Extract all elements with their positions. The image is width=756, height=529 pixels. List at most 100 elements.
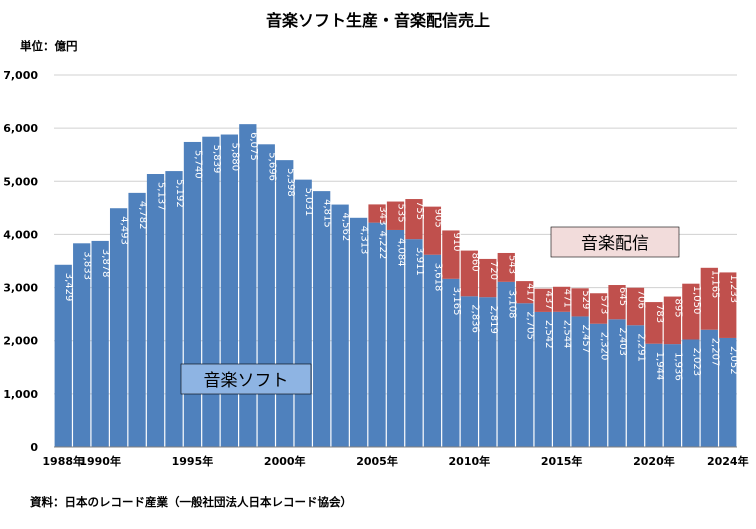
value-label-digital: 543 (506, 255, 517, 274)
value-label-soft: 2,291 (635, 333, 646, 362)
value-label-soft: 4,084 (396, 238, 407, 267)
bar-soft (608, 319, 626, 447)
value-label-soft: 3,911 (414, 247, 425, 276)
value-label-digital: 573 (599, 295, 610, 314)
value-label-digital: 471 (562, 289, 573, 308)
value-label-soft: 4,493 (119, 216, 130, 245)
bar-soft (553, 311, 571, 447)
bar-digital (497, 252, 515, 282)
value-label-soft: 2,544 (562, 320, 573, 349)
value-label-soft: 3,833 (82, 251, 93, 280)
source-note: 資料：日本のレコード産業（一般社団法人日本レコード協会） (30, 495, 352, 509)
value-label-soft: 4,562 (340, 213, 351, 242)
value-label-soft: 4,815 (322, 199, 333, 228)
value-label-digital: 720 (488, 261, 499, 280)
y-axis-ticks: 0 1,000 2,000 3,000 4,000 5,000 6,000 7,000 (3, 69, 38, 454)
value-label-soft: 2,320 (599, 332, 610, 361)
bar-digital (719, 272, 737, 338)
value-label-digital: 910 (451, 232, 462, 251)
bar-soft (479, 297, 497, 447)
bar-soft (146, 174, 165, 448)
value-label-soft: 1,936 (672, 352, 683, 381)
bar-soft (682, 339, 700, 447)
value-label-digital: 1,050 (691, 286, 702, 315)
bar-digital (608, 285, 626, 320)
bar-soft (313, 191, 331, 447)
bar-digital (460, 250, 478, 297)
value-label-soft: 5,031 (303, 188, 314, 217)
value-label-soft: 5,398 (285, 168, 296, 197)
y-tick-label: 1,000 (3, 388, 38, 401)
x-tick-label: 2020年 (633, 454, 675, 468)
bar-soft (276, 160, 294, 447)
bar-digital (663, 296, 682, 345)
value-label-soft: 2,819 (488, 305, 499, 334)
bar-digital (571, 288, 589, 317)
value-label-digital: 905 (432, 209, 443, 228)
value-label-soft: 2,836 (469, 304, 480, 333)
bar-soft (386, 229, 405, 447)
bar-soft (423, 254, 442, 447)
series-label-soft-text: 音楽ソフト (204, 371, 289, 391)
bar-soft (663, 344, 682, 447)
bar-value-labels: 3,429 3,833 3,878 4,493 4,782 5,137 5,192 5,740… (63, 132, 739, 381)
bar-soft (626, 325, 645, 447)
value-label-soft: 5,839 (211, 145, 222, 174)
bar-soft (128, 192, 146, 447)
value-label-soft: 3,429 (63, 273, 74, 302)
bar-soft (460, 296, 478, 447)
value-label-soft: 4,782 (137, 201, 148, 230)
value-label-soft: 2,457 (580, 324, 591, 353)
x-tick-label: 1995年 (172, 454, 214, 468)
value-label-soft: 3,618 (432, 263, 443, 292)
bar-soft (165, 171, 183, 448)
value-label-digital: 529 (580, 290, 591, 309)
value-label-digital: 437 (543, 291, 554, 310)
bar-soft (589, 323, 608, 447)
value-label-digital: 535 (396, 204, 407, 223)
value-label-soft: 2,542 (543, 320, 554, 349)
value-label-soft: 4,313 (359, 226, 370, 255)
bar-soft (109, 208, 128, 447)
value-label-digital: 417 (525, 283, 536, 302)
value-label-digital: 783 (654, 304, 665, 323)
bar-soft (349, 217, 368, 447)
series-label-digital: 音楽配信 (550, 226, 680, 258)
value-label-soft: 6,075 (248, 132, 259, 161)
y-tick-label: 3,000 (3, 282, 38, 295)
bar-soft (719, 337, 737, 447)
chart-title: 音楽ソフト生産・音楽配信売上 (266, 11, 490, 30)
value-label-digital: 343 (377, 206, 388, 225)
y-tick-label: 7,000 (3, 69, 38, 82)
y-tick-label: 4,000 (3, 228, 38, 241)
bar-soft (497, 281, 515, 447)
y-tick-label: 0 (30, 441, 38, 454)
value-label-soft: 5,740 (192, 150, 203, 179)
value-label-digital: 755 (414, 201, 425, 220)
bars (54, 124, 737, 448)
y-tick-label: 5,000 (3, 175, 38, 188)
value-label-soft: 1,944 (654, 352, 665, 381)
value-label-soft: 3,108 (506, 290, 517, 319)
bar-digital (626, 287, 645, 326)
bar-soft (202, 136, 220, 447)
value-label-digital: 645 (617, 287, 628, 306)
bar-soft (220, 134, 238, 447)
y-tick-label: 2,000 (3, 335, 38, 348)
bar-soft (73, 243, 91, 447)
value-label-soft: 2,403 (617, 327, 628, 356)
bar-soft (239, 124, 257, 448)
value-label-soft: 2,705 (525, 311, 536, 340)
bar-digital (553, 286, 571, 312)
value-label-digital: 860 (469, 253, 480, 272)
value-label-digital: 706 (635, 290, 646, 309)
bar-soft (534, 311, 552, 447)
bar-digital (700, 267, 718, 330)
value-label-soft: 5,137 (156, 182, 167, 211)
x-tick-label: 2024年 (707, 454, 749, 468)
bar-digital (368, 204, 386, 223)
bar-soft (571, 316, 589, 447)
x-tick-label: 1988年 (42, 454, 84, 468)
